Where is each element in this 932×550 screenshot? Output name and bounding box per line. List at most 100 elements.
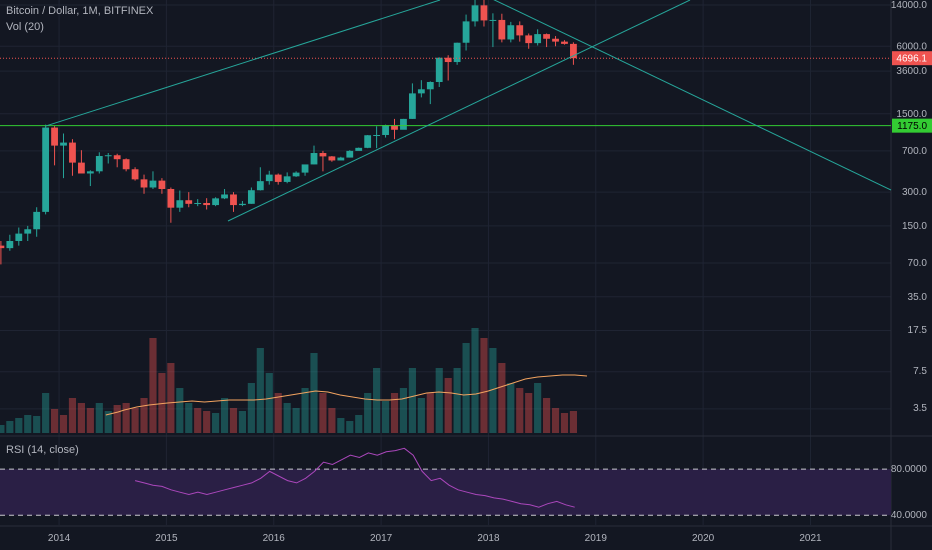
candle-body [319,153,327,157]
candle-body [489,19,497,21]
trendline [493,0,892,191]
candle-body [167,188,175,208]
candle-body [373,134,381,136]
trendline [45,0,441,127]
volume-legend[interactable]: Vol (20) [6,21,44,33]
candle-body [525,35,533,44]
candle-body [417,89,425,94]
candle-body [203,203,211,206]
volume-bar [256,348,264,433]
year-tick-label: 2015 [155,533,178,544]
year-tick-label: 2021 [799,533,822,544]
candle-body [212,198,219,206]
candle-body [86,171,94,174]
volume-bar [390,393,399,433]
candle-body [78,162,85,174]
volume-bar [480,338,488,433]
volume-bar [33,416,41,433]
volume-bar [59,415,68,433]
candle-body [400,118,407,130]
volume-bar [238,411,247,433]
volume-bar [131,408,139,433]
volume-bar [498,363,506,433]
hline-tag-bg [892,118,932,133]
candle-body [444,57,452,63]
volume-bar [364,393,372,433]
candle-body [310,153,318,165]
volume-bar [185,403,193,433]
volume-bar [6,421,14,433]
volume-bar [328,408,336,433]
volume-bar [381,401,390,433]
candle-body [149,180,157,188]
hline-tag: 1175.0 [897,121,927,132]
candle-body [355,147,363,151]
volume-bar [516,388,524,433]
price-tick-label: 70.0 [908,258,928,269]
volume-bar [292,408,300,433]
candle-body [507,25,515,40]
volume-bar [24,415,32,433]
volume-bar [194,408,202,433]
volume-bar [274,393,282,433]
volume-bar [569,411,578,433]
candle-body [33,211,41,230]
rsi-tick-label: 80.0000 [891,464,928,475]
rsi-legend[interactable]: RSI (14, close) [6,444,79,456]
volume-bar [373,368,381,433]
year-tick-label: 2016 [263,533,286,544]
volume-bar [149,338,157,433]
volume-bar [167,363,175,433]
rsi-tick-label: 40.0000 [891,510,928,521]
candle-body [0,245,5,249]
candle-body [283,176,291,182]
candle-body [221,194,228,199]
candle-body [471,5,479,22]
candle-body [158,180,166,189]
price-tick-label: 700.0 [902,146,927,157]
volume-bar [525,393,533,433]
candle-body [391,125,398,130]
volume-bar [42,393,50,433]
volume-bar [310,353,318,433]
symbol-legend[interactable]: Bitcoin / Dollar, 1M, BITFINEX [6,5,154,17]
volume-bar [534,383,542,433]
volume-bar [122,403,130,433]
volume-bar [203,411,211,433]
candle-body [462,21,470,43]
candle-body [328,156,336,161]
candle-body [24,229,32,234]
volume-bar [399,388,408,433]
candle-body [265,174,273,182]
volume-ma-line [105,374,588,416]
price-tick-label: 14000.0 [891,0,928,11]
year-tick-label: 2020 [692,533,715,544]
volume-bar [301,388,309,433]
volume-bar [543,398,551,433]
candle-body [534,34,542,44]
price-tick-label: 6000.0 [896,41,927,52]
volume-bar [462,343,470,433]
candle-body [60,142,67,146]
candle-body [95,156,103,172]
year-tick-label: 2019 [585,533,608,544]
price-tick-label: 7.5 [913,366,927,377]
volume-bar [140,398,148,433]
year-tick-label: 2017 [370,533,393,544]
candle-body [230,194,237,206]
volume-bar [247,383,255,433]
year-tick-label: 2014 [48,533,71,544]
volume-bar [86,408,94,433]
volume-bar [104,411,112,433]
candle-body [140,179,148,188]
candle-body [247,190,255,204]
candle-body [274,174,282,182]
candle-body [104,155,112,157]
volume-bar [68,398,77,433]
candle-body [239,203,246,206]
candle-body [498,19,506,40]
volume-bar [337,418,345,433]
